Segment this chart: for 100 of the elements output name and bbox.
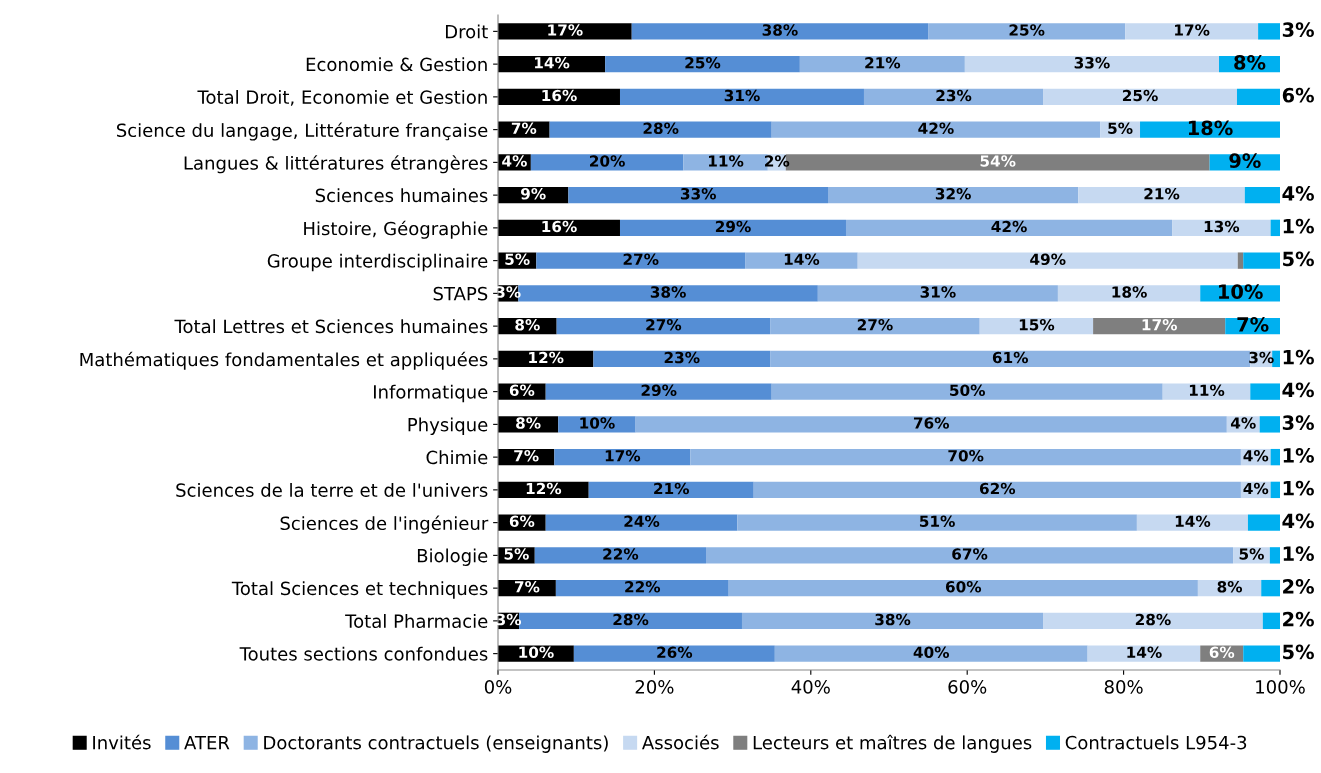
data-label: 22%: [603, 548, 639, 560]
bar: [536, 252, 746, 269]
x-tick-label: 60%: [948, 680, 987, 694]
bar: [1043, 612, 1263, 630]
bar: [545, 383, 772, 400]
data-label: 8%: [516, 417, 541, 429]
bar: [964, 55, 1219, 73]
data-label: 11%: [709, 155, 744, 167]
data-label: 21%: [865, 57, 901, 69]
data-label: 27%: [857, 319, 893, 331]
legend-label: Invités: [93, 734, 151, 750]
data-label: 32%: [935, 188, 971, 200]
data-label: 7%: [511, 122, 537, 135]
bar: [573, 645, 775, 662]
data-label: 38%: [875, 613, 911, 626]
data-label: 21%: [654, 482, 690, 495]
bar: [928, 23, 1126, 40]
bar: [1236, 88, 1280, 106]
bar: [774, 645, 1088, 662]
data-label: 8%: [1234, 55, 1266, 70]
bar: [1243, 645, 1280, 662]
data-label: 6%: [1209, 646, 1235, 659]
data-label: 5%: [504, 548, 529, 560]
bar: [530, 154, 684, 171]
y-tick-label: Sciences de la terre et de l'univers: [176, 483, 488, 497]
data-label: 40%: [913, 646, 950, 659]
bar: [857, 252, 1238, 269]
legend-label: Associés: [642, 734, 719, 750]
bar: [728, 579, 1198, 597]
bar: [1043, 88, 1237, 106]
data-label: 25%: [1122, 89, 1158, 102]
data-label: 25%: [1009, 24, 1045, 36]
data-label: 2%: [1283, 579, 1314, 594]
data-label: 18%: [1112, 286, 1147, 298]
y-tick-label: Biologie: [417, 548, 488, 566]
x-tick-label: 100%: [1256, 680, 1305, 694]
bar: [498, 121, 550, 138]
bar: [554, 448, 691, 466]
data-label: 1%: [1283, 448, 1314, 463]
data-label: 3%: [1282, 415, 1314, 431]
data-label: 2%: [1283, 611, 1314, 627]
data-label: 27%: [623, 253, 659, 266]
bar: [549, 121, 772, 138]
bar: [1269, 547, 1280, 564]
data-label: 27%: [646, 319, 682, 331]
data-label: 16%: [542, 89, 577, 102]
data-label: 12%: [526, 482, 562, 495]
bar: [1237, 252, 1244, 269]
bar: [771, 121, 1101, 138]
data-label: 21%: [1144, 188, 1180, 200]
bar: [690, 448, 1241, 466]
bar: [519, 612, 742, 630]
bar: [1259, 416, 1280, 433]
data-label: 31%: [920, 286, 956, 298]
bar: [706, 547, 1234, 564]
bar: [1247, 514, 1280, 531]
data-label: 5%: [1283, 644, 1314, 660]
data-label: 10%: [1219, 284, 1263, 300]
bar: [1250, 383, 1280, 400]
data-label: 7%: [514, 450, 539, 462]
y-tick-label: Total Lettres et Sciences humaines: [174, 319, 488, 334]
data-label: 22%: [625, 581, 661, 593]
y-tick-label: Langues & littératures étrangères: [184, 155, 488, 174]
data-label: 8%: [1217, 581, 1243, 593]
bar: [799, 55, 965, 73]
bar: [737, 514, 1137, 531]
bar: [845, 219, 1173, 237]
bar: [619, 88, 864, 106]
y-tick-label: Chimie: [426, 450, 488, 465]
y-tick-label: Toutes sections confondues: [239, 646, 488, 661]
legend-label: Contractuels L954-3: [1065, 735, 1247, 750]
data-label: 4%: [1230, 417, 1256, 429]
bar: [753, 481, 1241, 499]
data-label: 4%: [1243, 450, 1269, 462]
data-label: 38%: [650, 286, 686, 298]
bar: [498, 23, 632, 40]
data-label: 51%: [919, 515, 955, 528]
y-tick-label: Economie & Gestion: [306, 57, 487, 72]
bar: [1162, 383, 1251, 400]
data-label: 16%: [542, 220, 577, 233]
y-tick-label: Sciences de l'ingénieur: [280, 515, 489, 534]
data-label: 23%: [936, 89, 972, 102]
data-label: 5%: [1239, 548, 1264, 560]
data-label: 1%: [1283, 349, 1314, 365]
legend-label: ATER: [184, 735, 230, 750]
data-label: 61%: [992, 351, 1029, 364]
bar: [1270, 219, 1280, 237]
data-label: 10%: [580, 417, 615, 429]
data-label: 10%: [519, 646, 554, 659]
data-label: 4%: [1282, 382, 1314, 398]
y-tick-label: Histoire, Géographie: [304, 220, 488, 239]
data-label: 42%: [918, 122, 954, 135]
bar: [568, 186, 828, 204]
bar: [770, 350, 1251, 368]
data-label: 17%: [548, 24, 583, 36]
data-label: 4%: [1282, 513, 1314, 529]
bar: [619, 219, 846, 237]
data-label: 4%: [502, 155, 527, 167]
y-tick-label: Informatique: [374, 384, 488, 403]
bar: [1087, 645, 1201, 662]
